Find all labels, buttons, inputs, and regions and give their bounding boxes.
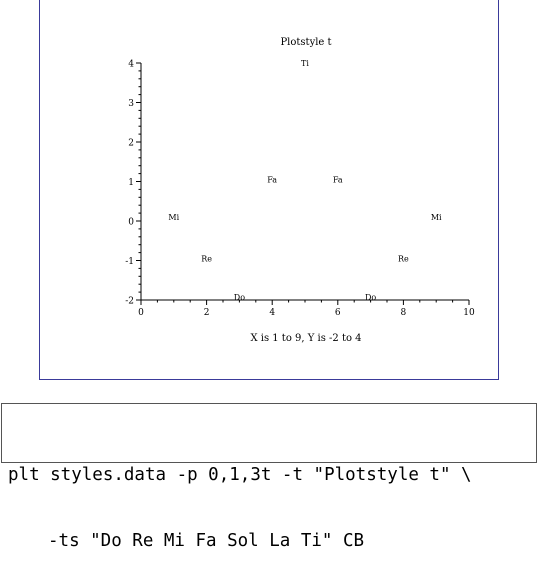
- y-tick-label: 4: [128, 60, 134, 70]
- x-axis-label: X is 1 to 9, Y is -2 to 4: [250, 333, 361, 344]
- data-point-label: Do: [365, 293, 376, 302]
- command-line-1: plt styles.data -p 0,1,3t -t "Plotstyle …: [8, 465, 472, 485]
- y-tick-label: -2: [125, 297, 134, 307]
- x-tick-label: 6: [335, 308, 341, 318]
- x-tick-label: 8: [401, 308, 407, 318]
- data-point-label: Do: [234, 293, 245, 302]
- data-point-label: Re: [398, 255, 409, 264]
- data-point-label: Mi: [168, 213, 179, 222]
- y-tick-label: 3: [128, 99, 134, 109]
- y-tick-label: 0: [128, 218, 134, 228]
- x-tick-label: 0: [138, 308, 144, 318]
- data-point-label: Fa: [333, 176, 343, 185]
- x-tick-label: 4: [269, 308, 275, 318]
- command-box: plt styles.data -p 0,1,3t -t "Plotstyle …: [1, 403, 537, 551]
- y-tick-label: 1: [128, 178, 134, 188]
- command-line-2: -ts "Do Re Mi Fa Sol La Ti" CB: [48, 531, 365, 551]
- data-point-label: Mi: [431, 213, 442, 222]
- y-tick-label: -1: [125, 257, 134, 267]
- data-point-label: Re: [201, 255, 212, 264]
- data-point-label: Ti: [301, 59, 309, 68]
- plot-frame: [39, 0, 499, 380]
- plot-area: Plotstyle t -2 -1 0 1 2 3 4 0 2 4 6 8 10 Mi Re Do Fa Ti…: [125, 37, 475, 344]
- data-point-label: Fa: [267, 176, 277, 185]
- x-tick-label: 10: [463, 308, 475, 318]
- chart-title: Plotstyle t: [280, 37, 331, 48]
- y-tick-label: 2: [128, 139, 134, 149]
- x-tick-label: 2: [204, 308, 210, 318]
